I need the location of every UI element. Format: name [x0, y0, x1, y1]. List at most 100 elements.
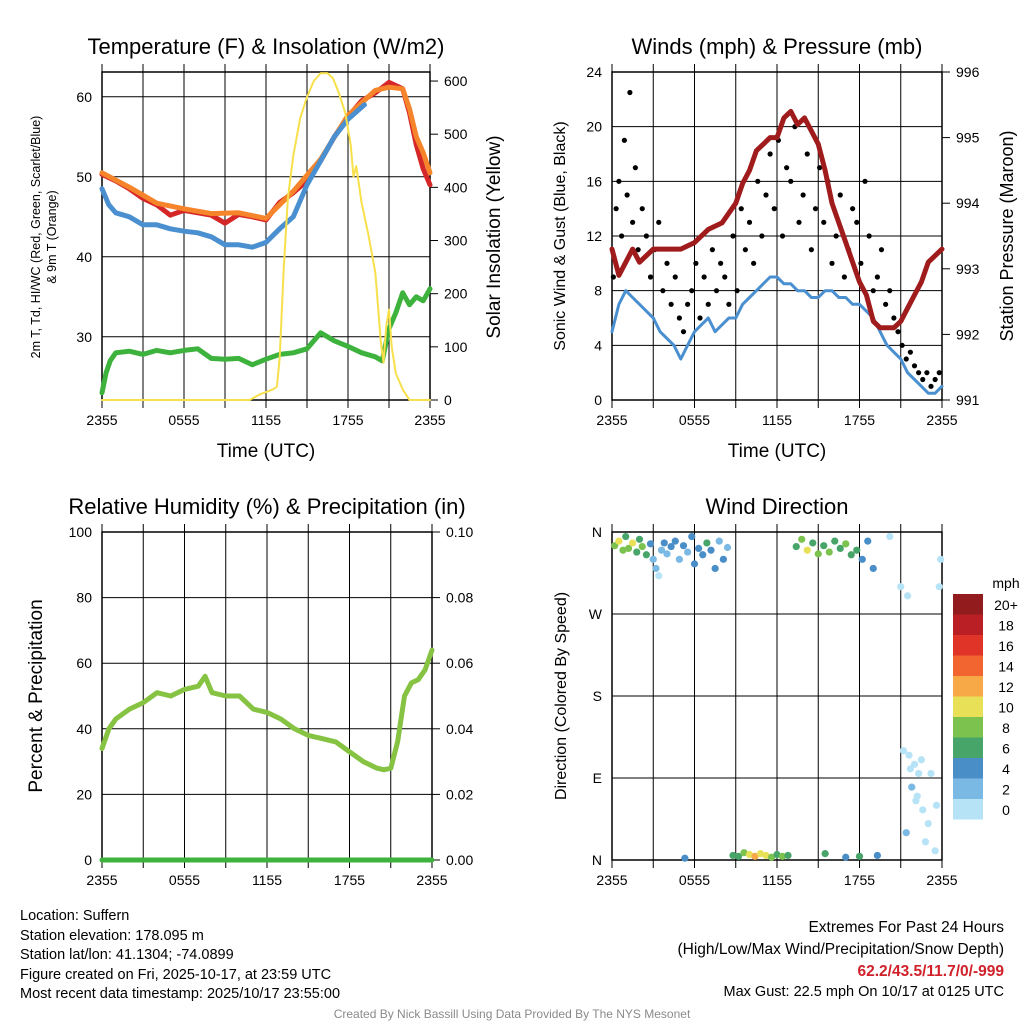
elevation-text: Station elevation: 178.095 m	[20, 927, 204, 944]
wind-direction-point	[931, 847, 939, 855]
gust-point	[709, 247, 715, 253]
wind-direction-point	[937, 555, 945, 563]
y-tick-label: 40	[76, 249, 92, 265]
gust-point	[755, 178, 761, 184]
wind-direction-point	[615, 537, 623, 545]
recent-data-text: Most recent data timestamp: 2025/10/17 2…	[20, 986, 341, 1002]
gust-point	[738, 206, 744, 212]
wind-direction-point	[751, 852, 759, 860]
y-axis-label-left: Direction (Colored By Speed)	[553, 592, 570, 800]
y-right-tick-label: 0.06	[446, 655, 473, 671]
legend-label: 2	[1002, 782, 1010, 798]
legend-swatch	[953, 614, 983, 635]
gust-point	[759, 233, 765, 239]
wind-direction-point	[756, 850, 765, 858]
x-tick-label: 1155	[251, 412, 281, 428]
legend-swatch	[953, 737, 983, 758]
wind-direction-point	[784, 851, 792, 860]
gust-point	[891, 315, 897, 321]
gust-point	[767, 151, 773, 157]
y-right-tick-label: 300	[444, 233, 468, 249]
gust-point	[751, 260, 757, 266]
gust-point	[920, 376, 926, 383]
legend-label: 18	[998, 618, 1014, 634]
legend-swatch	[953, 778, 983, 799]
panel-title: Winds (mph) & Pressure (mb)	[632, 34, 923, 59]
wind-direction-point	[652, 564, 660, 573]
wind-direction-point	[858, 555, 866, 563]
gust-point	[821, 219, 827, 225]
legend-swatch	[953, 676, 983, 697]
gust-point	[841, 274, 847, 280]
gust-point	[643, 233, 649, 239]
legend-label: 4	[1002, 761, 1010, 777]
wind-direction-point	[667, 542, 675, 551]
x-tick-label: 1755	[844, 872, 875, 888]
y-tick-label: 20	[76, 786, 92, 802]
y-right-tick-label: 0.10	[446, 524, 473, 540]
extremes-subtitle: (High/Low/Max Wind/Precipitation/Snow De…	[677, 941, 1005, 958]
gust-point	[763, 192, 769, 198]
gust-point	[788, 178, 794, 184]
wind-direction-point	[646, 540, 655, 548]
y-axis-label-left: 2m T, Td, HI/WC (Red, Green, Scarlet/Blu…	[29, 116, 43, 359]
x-tick-label: 0555	[168, 412, 199, 428]
wind-direction-point	[820, 542, 828, 550]
gust-point	[639, 206, 645, 212]
legend-title: mph	[992, 575, 1019, 591]
plot-frame	[611, 71, 943, 401]
gust-point	[779, 233, 786, 239]
legend-label: 20+	[994, 597, 1018, 613]
legend-label: 14	[998, 659, 1014, 675]
gust-point	[742, 247, 748, 253]
created-text: Figure created on Fri, 2025-10-17, at 23…	[20, 966, 332, 983]
gust-point	[928, 383, 934, 389]
y-tick-label: 4	[594, 337, 602, 353]
panel-title: Wind Direction	[705, 494, 848, 519]
wind-direction-point	[723, 543, 732, 552]
gust-point	[672, 274, 678, 280]
panel-title: Relative Humidity (%) & Precipitation (i…	[68, 494, 465, 519]
wind-direction-point	[711, 564, 719, 573]
y-tick-label: 0	[84, 852, 92, 868]
credit-text: Created By Nick Bassill Using Data Provi…	[333, 1007, 691, 1021]
gust-point	[796, 219, 802, 225]
gust-point	[664, 260, 670, 266]
y-right-tick-label: 500	[444, 126, 468, 142]
gust-point	[866, 233, 872, 239]
series-solar	[101, 72, 431, 401]
gust-point	[911, 363, 918, 369]
legend-swatch	[953, 799, 983, 820]
wind-direction-point	[821, 850, 829, 858]
wind-direction-point	[899, 747, 908, 755]
x-tick-label: 2355	[596, 412, 627, 428]
gust-point	[916, 370, 922, 376]
gust-point	[689, 288, 695, 294]
wind-direction-point	[921, 838, 930, 846]
wind-direction-point	[729, 851, 737, 860]
y-axis-label-right: Station Pressure (Maroon)	[997, 130, 1017, 341]
wind-direction-point	[842, 853, 850, 861]
wind-direction-point	[904, 592, 912, 600]
wind-direction-point	[703, 539, 711, 547]
x-tick-label: 2355	[926, 872, 957, 888]
wind-direction-point	[869, 564, 877, 573]
y-tick-label: 80	[76, 590, 92, 606]
legend-label: 16	[998, 638, 1014, 654]
gust-point	[833, 233, 839, 239]
location-text: Location: Suffern	[20, 908, 130, 924]
wind-direction-point	[906, 765, 914, 773]
wind-direction-point	[792, 542, 800, 551]
panel-4	[611, 524, 983, 868]
y-right-tick-label: 100	[444, 339, 468, 355]
wind-direction-point	[908, 783, 916, 791]
x-tick-label: 1155	[762, 872, 792, 888]
y-right-tick-label: 993	[956, 261, 980, 277]
latlon-text: Station lat/lon: 41.1304; -74.0899	[20, 947, 234, 963]
wind-direction-point	[905, 751, 913, 759]
footer-station-info: Location: Suffern Station elevation: 178…	[20, 907, 340, 1005]
y-tick-label: E	[593, 770, 602, 786]
wind-direction-point	[842, 540, 850, 548]
